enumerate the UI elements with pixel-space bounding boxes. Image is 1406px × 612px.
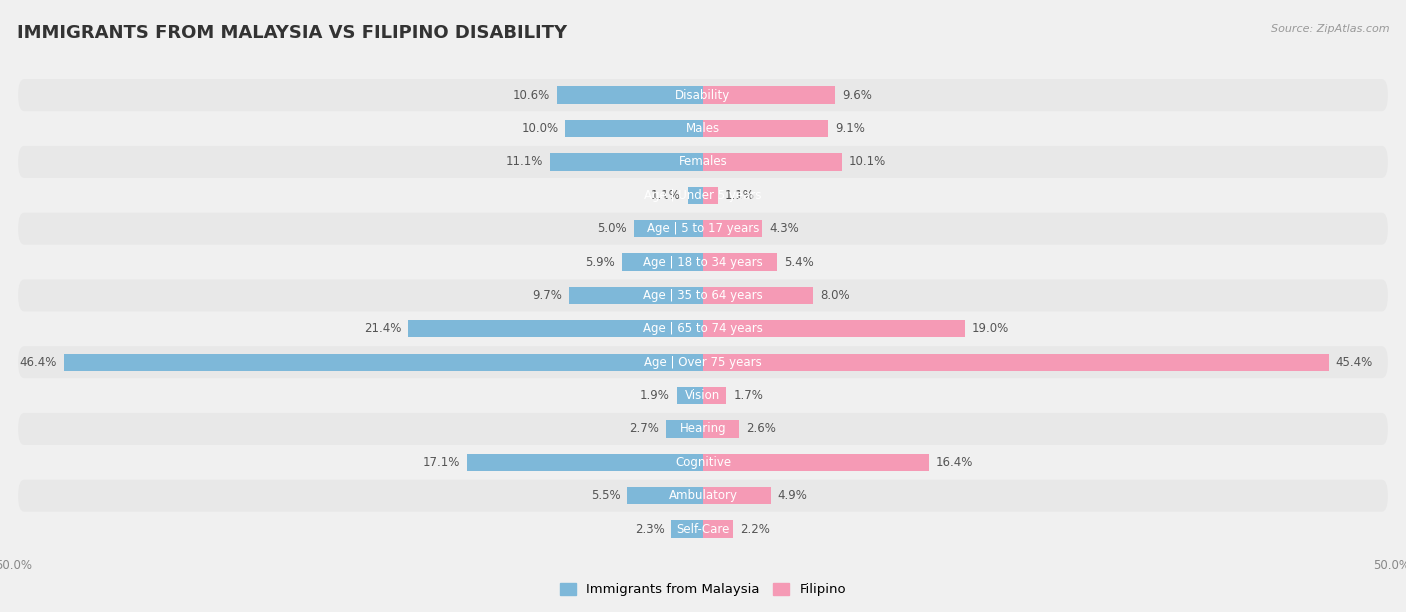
Text: 5.0%: 5.0% bbox=[598, 222, 627, 235]
Text: Females: Females bbox=[679, 155, 727, 168]
Bar bbox=[703, 220, 762, 237]
Bar bbox=[408, 320, 703, 337]
Bar bbox=[627, 487, 703, 504]
Text: 45.4%: 45.4% bbox=[1336, 356, 1372, 368]
Text: 1.7%: 1.7% bbox=[734, 389, 763, 402]
Text: 1.1%: 1.1% bbox=[725, 188, 755, 202]
Text: 5.4%: 5.4% bbox=[785, 256, 814, 269]
Bar bbox=[703, 453, 929, 471]
Bar bbox=[467, 453, 703, 471]
Text: Age | 5 to 17 years: Age | 5 to 17 years bbox=[647, 222, 759, 235]
Text: Males: Males bbox=[686, 122, 720, 135]
Bar bbox=[703, 354, 1329, 371]
Text: 9.7%: 9.7% bbox=[533, 289, 562, 302]
Bar bbox=[703, 287, 813, 304]
Bar bbox=[703, 520, 734, 538]
Text: Cognitive: Cognitive bbox=[675, 456, 731, 469]
FancyBboxPatch shape bbox=[18, 280, 1388, 312]
Text: 9.6%: 9.6% bbox=[842, 89, 872, 102]
FancyBboxPatch shape bbox=[18, 480, 1388, 512]
Text: 2.3%: 2.3% bbox=[634, 523, 665, 536]
FancyBboxPatch shape bbox=[18, 79, 1388, 111]
Bar bbox=[63, 354, 703, 371]
Bar bbox=[666, 420, 703, 438]
Bar bbox=[634, 220, 703, 237]
Text: Source: ZipAtlas.com: Source: ZipAtlas.com bbox=[1271, 24, 1389, 34]
Bar bbox=[703, 153, 842, 171]
Text: Age | Over 75 years: Age | Over 75 years bbox=[644, 356, 762, 368]
Text: 19.0%: 19.0% bbox=[972, 323, 1010, 335]
Text: Ambulatory: Ambulatory bbox=[668, 489, 738, 502]
FancyBboxPatch shape bbox=[18, 146, 1388, 178]
FancyBboxPatch shape bbox=[18, 246, 1388, 278]
Bar bbox=[703, 487, 770, 504]
FancyBboxPatch shape bbox=[18, 179, 1388, 211]
FancyBboxPatch shape bbox=[18, 212, 1388, 245]
Bar bbox=[671, 520, 703, 538]
FancyBboxPatch shape bbox=[18, 513, 1388, 545]
Text: 4.3%: 4.3% bbox=[769, 222, 799, 235]
Text: 2.2%: 2.2% bbox=[740, 523, 770, 536]
FancyBboxPatch shape bbox=[18, 379, 1388, 412]
FancyBboxPatch shape bbox=[18, 346, 1388, 378]
FancyBboxPatch shape bbox=[18, 313, 1388, 345]
Bar bbox=[703, 320, 965, 337]
Bar bbox=[676, 387, 703, 405]
Bar bbox=[703, 420, 738, 438]
Text: 2.6%: 2.6% bbox=[745, 422, 776, 436]
Text: Age | 18 to 34 years: Age | 18 to 34 years bbox=[643, 256, 763, 269]
Text: 1.9%: 1.9% bbox=[640, 389, 669, 402]
Bar bbox=[703, 86, 835, 104]
Legend: Immigrants from Malaysia, Filipino: Immigrants from Malaysia, Filipino bbox=[555, 578, 851, 602]
Text: Age | 35 to 64 years: Age | 35 to 64 years bbox=[643, 289, 763, 302]
Text: 11.1%: 11.1% bbox=[506, 155, 543, 168]
Text: IMMIGRANTS FROM MALAYSIA VS FILIPINO DISABILITY: IMMIGRANTS FROM MALAYSIA VS FILIPINO DIS… bbox=[17, 24, 567, 42]
Text: Age | 65 to 74 years: Age | 65 to 74 years bbox=[643, 323, 763, 335]
Text: 9.1%: 9.1% bbox=[835, 122, 865, 135]
Text: 5.9%: 5.9% bbox=[585, 256, 614, 269]
Bar bbox=[621, 253, 703, 271]
Bar bbox=[703, 187, 718, 204]
FancyBboxPatch shape bbox=[18, 446, 1388, 479]
Bar bbox=[569, 287, 703, 304]
Text: Age | Under 5 years: Age | Under 5 years bbox=[644, 188, 762, 202]
Text: 5.5%: 5.5% bbox=[591, 489, 620, 502]
FancyBboxPatch shape bbox=[18, 113, 1388, 144]
Bar bbox=[565, 120, 703, 137]
Text: Self-Care: Self-Care bbox=[676, 523, 730, 536]
Text: 4.9%: 4.9% bbox=[778, 489, 807, 502]
Bar bbox=[703, 253, 778, 271]
Text: 16.4%: 16.4% bbox=[936, 456, 973, 469]
Text: 10.6%: 10.6% bbox=[513, 89, 550, 102]
Text: 46.4%: 46.4% bbox=[20, 356, 56, 368]
Text: Vision: Vision bbox=[685, 389, 721, 402]
Text: Disability: Disability bbox=[675, 89, 731, 102]
Bar bbox=[703, 387, 727, 405]
Bar bbox=[550, 153, 703, 171]
FancyBboxPatch shape bbox=[18, 413, 1388, 445]
Bar bbox=[557, 86, 703, 104]
Text: 10.1%: 10.1% bbox=[849, 155, 886, 168]
Text: 21.4%: 21.4% bbox=[364, 323, 401, 335]
Text: 2.7%: 2.7% bbox=[628, 422, 659, 436]
Bar bbox=[688, 187, 703, 204]
Bar bbox=[703, 120, 828, 137]
Text: 8.0%: 8.0% bbox=[820, 289, 849, 302]
Text: Hearing: Hearing bbox=[679, 422, 727, 436]
Text: 10.0%: 10.0% bbox=[522, 122, 558, 135]
Text: 1.1%: 1.1% bbox=[651, 188, 681, 202]
Text: 17.1%: 17.1% bbox=[423, 456, 461, 469]
